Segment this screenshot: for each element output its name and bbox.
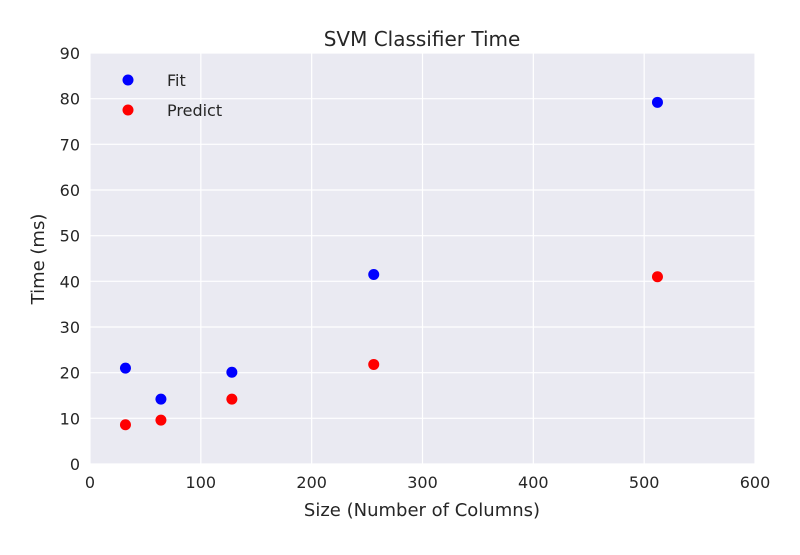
y-tick-label: 30 (60, 318, 80, 337)
x-tick-label: 200 (296, 473, 327, 492)
y-tick-label: 20 (60, 364, 80, 383)
predict-point (368, 358, 380, 370)
legend-marker-predict (122, 104, 134, 116)
tick-labels: 0 100 200 300 400 500 600 0 10 20 30 40 50 60 70 80 90 (60, 44, 771, 492)
predict-point (155, 414, 167, 426)
y-tick-label: 40 (60, 272, 80, 291)
y-tick-label: 10 (60, 409, 80, 428)
legend-label-fit: Fit (167, 71, 186, 90)
chart-title: SVM Classifier Time (324, 27, 521, 51)
legend: Fit Predict (122, 71, 222, 120)
y-tick-label: 0 (70, 455, 80, 474)
fit-point (651, 96, 663, 108)
data-points (119, 96, 663, 431)
y-tick-label: 80 (60, 90, 80, 109)
x-axis-label: Size (Number of Columns) (304, 500, 540, 521)
fit-point (226, 366, 238, 378)
x-tick-label: 100 (186, 473, 217, 492)
x-tick-label: 300 (407, 473, 438, 492)
predict-point (651, 271, 663, 283)
predict-point (226, 393, 238, 405)
fit-point (155, 393, 167, 405)
x-tick-label: 500 (629, 473, 660, 492)
x-tick-label: 600 (740, 473, 771, 492)
x-tick-label: 0 (85, 473, 95, 492)
legend-label-predict: Predict (167, 101, 222, 120)
y-axis-label: Time (ms) (28, 214, 49, 306)
legend-marker-fit (122, 74, 134, 86)
y-tick-label: 70 (60, 135, 80, 154)
y-tick-label: 50 (60, 227, 80, 246)
grid (89, 52, 756, 465)
y-tick-label: 90 (60, 44, 80, 63)
fit-point (119, 362, 131, 374)
y-tick-label: 60 (60, 181, 80, 200)
fit-point (368, 268, 380, 280)
predict-point (119, 419, 131, 431)
x-tick-label: 400 (518, 473, 549, 492)
